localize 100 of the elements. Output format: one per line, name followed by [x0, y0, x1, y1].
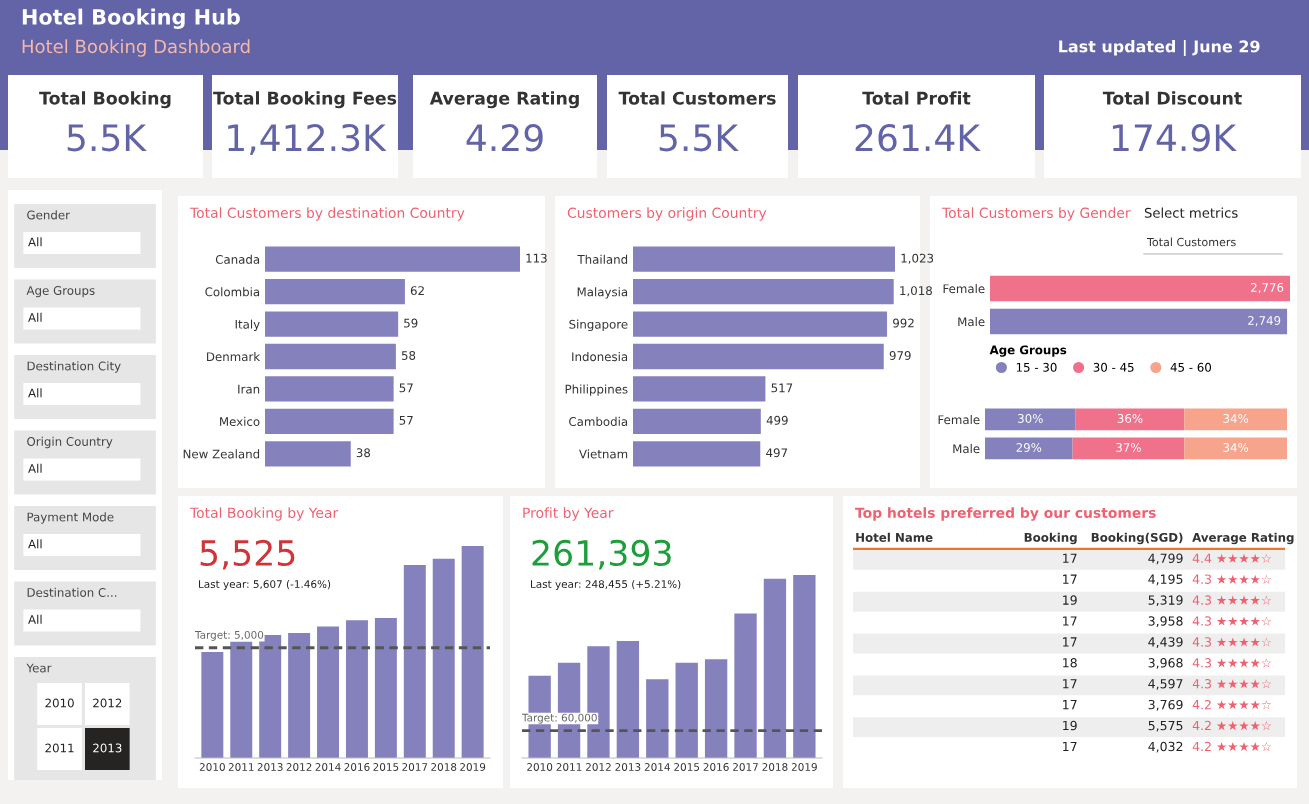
data-label: 2,776: [1251, 283, 1284, 294]
text: Hotel Name: [856, 532, 933, 542]
text: 1,412.3K: [228, 124, 387, 156]
legend-label: 30 - 45: [1093, 362, 1134, 372]
y-tick-label: Denmark: [207, 352, 261, 362]
bar: [374, 618, 397, 758]
x-tick-label: 2016: [703, 763, 729, 771]
data-label: 58: [401, 351, 416, 360]
text: 17: [1063, 616, 1077, 626]
bar: [265, 279, 405, 305]
data-label: 57: [399, 416, 413, 425]
data-label: 517: [771, 383, 793, 393]
x-tick-label: 2013: [615, 763, 641, 771]
chart-title: Customers by origin Country: [567, 207, 767, 221]
bar: [633, 408, 761, 434]
annotation: Last year: 5,607 (-1.46%): [199, 579, 331, 591]
data-label: 38: [356, 448, 371, 458]
x-tick-label: 2012: [286, 763, 312, 771]
text: Hotel Booking Dashboard: [22, 39, 250, 57]
text: 4.3 ★★★★☆: [1192, 637, 1272, 647]
text: Top hotels preferred by our customers: [855, 507, 1156, 521]
legend-label: 45 - 60: [1170, 362, 1212, 372]
y-tick-label: Philippines: [565, 384, 628, 396]
text: 4,799: [1148, 553, 1183, 565]
data-label: 37%: [1116, 443, 1141, 452]
text: 3,968: [1148, 658, 1183, 669]
y-tick-label: Female: [943, 284, 985, 294]
annotation: Target: 5,000: [194, 630, 264, 641]
text: 3,769: [1148, 699, 1183, 711]
text: 17: [1063, 700, 1077, 710]
text: 19: [1063, 595, 1077, 605]
text: 17: [1063, 679, 1077, 689]
text: 2012: [93, 698, 122, 708]
x-tick-label: 2011: [228, 763, 254, 771]
bar: [633, 246, 895, 272]
bar: [201, 652, 224, 758]
text: 3,958: [1148, 616, 1183, 627]
text: Total Booking Fees: [213, 91, 397, 109]
text: Payment Mode: [27, 512, 114, 524]
data-label: 113: [526, 253, 547, 263]
x-tick-label: 2015: [674, 763, 700, 771]
text: 5.5K: [659, 124, 739, 152]
text: Age Groups: [26, 286, 95, 298]
y-tick-label: Mexico: [220, 416, 260, 427]
text: 5,319: [1148, 595, 1183, 607]
text: Select metrics: [1144, 207, 1238, 218]
data-label: 979: [889, 351, 911, 360]
bar: [633, 311, 888, 337]
text: Average Rating: [1192, 532, 1294, 545]
chart-title: Total Booking by Year: [189, 507, 339, 521]
data-label: 34%: [1223, 414, 1249, 423]
annotation: Last year: 248,455 (+5.21%): [531, 579, 681, 591]
y-tick-label: Male: [958, 317, 985, 327]
data-label: 29%: [1016, 443, 1042, 452]
data-label: 62: [410, 286, 424, 296]
y-tick-label: New Zealand: [183, 449, 260, 459]
bar: [633, 376, 766, 402]
text: 2011: [45, 743, 74, 753]
y-tick-label: Iran: [238, 384, 260, 394]
text: 5,575: [1148, 720, 1183, 732]
x-tick-label: 2010: [527, 763, 553, 771]
x-tick-label: 2017: [402, 763, 428, 771]
data-label: 992: [893, 318, 914, 328]
x-tick-label: 2013: [257, 763, 283, 771]
text: 4.3 ★★★★☆: [1192, 658, 1272, 668]
x-tick-label: 2018: [762, 763, 788, 771]
bar: [1072, 437, 1185, 460]
x-tick-label: 2012: [585, 763, 611, 771]
text: Origin Country: [27, 436, 113, 449]
text: 261,393: [532, 539, 671, 570]
data-label: 36%: [1117, 414, 1143, 423]
y-tick-label: Cambodia: [569, 416, 628, 427]
data-label: 1,023: [901, 253, 934, 264]
text: 174.9K: [1112, 124, 1237, 152]
annotation: 5,525: [200, 539, 295, 570]
text: 4.3 ★★★★☆: [1192, 595, 1272, 605]
y-tick-label: Canada: [215, 254, 260, 264]
data-label: 57: [399, 383, 413, 393]
bar: [265, 343, 396, 370]
x-tick-label: 2019: [791, 763, 817, 771]
bar: [265, 246, 520, 272]
bar: [704, 659, 728, 758]
text: 4,032: [1148, 741, 1183, 753]
text: 261.4K: [855, 124, 981, 152]
text: Destination C...: [27, 587, 117, 597]
text: Total Profit: [862, 91, 971, 105]
legend-label: 15 - 30: [1016, 362, 1057, 372]
bar: [675, 662, 698, 758]
bar: [633, 441, 761, 467]
text: 4.2 ★★★★☆: [1192, 741, 1272, 752]
bar: [432, 558, 455, 758]
bar: [265, 311, 399, 337]
text: Total Customers: [1146, 237, 1236, 247]
y-tick-label: Colombia: [205, 287, 260, 297]
data-label: 59: [404, 318, 418, 328]
bar: [461, 546, 484, 758]
text: 2010: [45, 698, 74, 708]
y-tick-label: Male: [953, 444, 980, 454]
x-tick-label: 2017: [733, 763, 758, 771]
data-label: 2,749: [1248, 316, 1281, 327]
